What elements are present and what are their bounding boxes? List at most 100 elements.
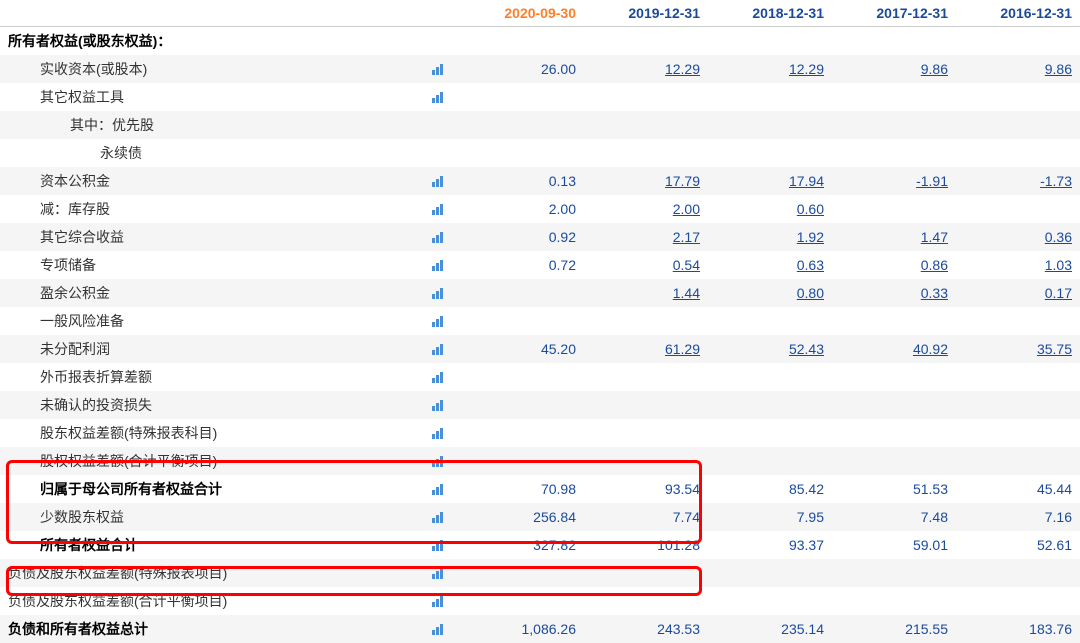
cell[interactable]: 0.80: [708, 279, 832, 307]
cell[interactable]: 0.92: [460, 223, 584, 251]
cell[interactable]: 215.55: [832, 615, 956, 643]
col-header-2[interactable]: 2018-12-31: [708, 0, 832, 26]
bar-chart-icon[interactable]: [432, 535, 446, 547]
cell[interactable]: 0.63: [708, 251, 832, 279]
col-header-0[interactable]: 2020-09-30: [460, 0, 584, 26]
cell[interactable]: 93.37: [708, 531, 832, 559]
cell[interactable]: 183.76: [956, 615, 1080, 643]
table-row: 负债和所有者权益总计1,086.26243.53235.14215.55183.…: [0, 615, 1080, 643]
cell[interactable]: 12.29: [584, 55, 708, 83]
cell[interactable]: 45.20: [460, 335, 584, 363]
row-label: 实收资本(或股本): [0, 55, 460, 83]
cell[interactable]: 7.48: [832, 503, 956, 531]
bar-chart-icon[interactable]: [432, 563, 446, 575]
bar-chart-icon[interactable]: [432, 507, 446, 519]
table-row: 减：库存股2.002.000.60: [0, 195, 1080, 223]
bar-chart-icon[interactable]: [432, 87, 446, 99]
cell: [708, 111, 832, 139]
cell[interactable]: 101.28: [584, 531, 708, 559]
bar-chart-icon[interactable]: [432, 451, 446, 463]
cell[interactable]: 1.92: [708, 223, 832, 251]
bar-chart-icon[interactable]: [432, 395, 446, 407]
cell[interactable]: 0.86: [832, 251, 956, 279]
cell[interactable]: 35.75: [956, 335, 1080, 363]
col-header-3[interactable]: 2017-12-31: [832, 0, 956, 26]
cell[interactable]: 0.13: [460, 167, 584, 195]
cell[interactable]: 45.44: [956, 475, 1080, 503]
cell[interactable]: 93.54: [584, 475, 708, 503]
cell[interactable]: 1.47: [832, 223, 956, 251]
bar-chart-icon[interactable]: [432, 171, 446, 183]
bar-chart-icon[interactable]: [432, 479, 446, 491]
bar-chart-icon[interactable]: [432, 311, 446, 323]
bar-chart-icon[interactable]: [432, 423, 446, 435]
table-row: 外币报表折算差额: [0, 363, 1080, 391]
cell[interactable]: 0.54: [584, 251, 708, 279]
cell[interactable]: 9.86: [832, 55, 956, 83]
bar-chart-icon[interactable]: [432, 367, 446, 379]
cell[interactable]: 235.14: [708, 615, 832, 643]
cell[interactable]: 59.01: [832, 531, 956, 559]
cell[interactable]: 0.17: [956, 279, 1080, 307]
table-row: 专项储备0.720.540.630.861.03: [0, 251, 1080, 279]
cell[interactable]: 327.82: [460, 531, 584, 559]
cell[interactable]: -1.91: [832, 167, 956, 195]
cell[interactable]: 1.03: [956, 251, 1080, 279]
row-label-text: 其中：优先股: [70, 117, 154, 133]
cell[interactable]: 7.74: [584, 503, 708, 531]
bar-chart-icon[interactable]: [432, 199, 446, 211]
cell: [584, 391, 708, 419]
bar-chart-icon[interactable]: [432, 59, 446, 71]
cell[interactable]: 7.16: [956, 503, 1080, 531]
cell[interactable]: 256.84: [460, 503, 584, 531]
bar-chart-icon[interactable]: [432, 227, 446, 239]
cell[interactable]: 7.95: [708, 503, 832, 531]
cell[interactable]: 17.79: [584, 167, 708, 195]
cell[interactable]: 1.44: [584, 279, 708, 307]
col-header-1[interactable]: 2019-12-31: [584, 0, 708, 26]
cell: [584, 363, 708, 391]
cell: [584, 307, 708, 335]
cell[interactable]: 0.36: [956, 223, 1080, 251]
bar-chart-icon[interactable]: [432, 339, 446, 351]
cell: [460, 419, 584, 447]
cell: [832, 363, 956, 391]
cell[interactable]: 0.33: [832, 279, 956, 307]
row-label: 未分配利润: [0, 335, 460, 363]
cell[interactable]: 2.00: [584, 195, 708, 223]
cell[interactable]: 17.94: [708, 167, 832, 195]
row-label-text: 一般风险准备: [40, 313, 124, 329]
cell[interactable]: 51.53: [832, 475, 956, 503]
bar-chart-icon[interactable]: [432, 255, 446, 267]
cell: [956, 83, 1080, 111]
cell[interactable]: 52.61: [956, 531, 1080, 559]
cell[interactable]: 52.43: [708, 335, 832, 363]
row-label-text: 所有者权益(或股东权益)：: [8, 33, 171, 49]
cell[interactable]: 9.86: [956, 55, 1080, 83]
cell[interactable]: 26.00: [460, 55, 584, 83]
row-label-text: 其它综合收益: [40, 229, 124, 245]
cell[interactable]: 0.60: [708, 195, 832, 223]
cell: [956, 419, 1080, 447]
cell: [956, 307, 1080, 335]
cell[interactable]: 85.42: [708, 475, 832, 503]
cell[interactable]: -1.73: [956, 167, 1080, 195]
cell[interactable]: 70.98: [460, 475, 584, 503]
cell: [460, 111, 584, 139]
cell[interactable]: 2.00: [460, 195, 584, 223]
cell[interactable]: 243.53: [584, 615, 708, 643]
bar-chart-icon[interactable]: [432, 619, 446, 631]
col-header-4[interactable]: 2016-12-31: [956, 0, 1080, 26]
table-wrapper: 2020-09-30 2019-12-31 2018-12-31 2017-12…: [0, 0, 1080, 643]
cell: [708, 391, 832, 419]
cell[interactable]: 2.17: [584, 223, 708, 251]
cell[interactable]: 1,086.26: [460, 615, 584, 643]
cell[interactable]: 12.29: [708, 55, 832, 83]
cell: [832, 83, 956, 111]
row-label: 负债及股东权益差额(特殊报表项目): [0, 559, 460, 587]
bar-chart-icon[interactable]: [432, 283, 446, 295]
cell[interactable]: 0.72: [460, 251, 584, 279]
cell: [708, 26, 832, 55]
cell[interactable]: 61.29: [584, 335, 708, 363]
cell[interactable]: 40.92: [832, 335, 956, 363]
